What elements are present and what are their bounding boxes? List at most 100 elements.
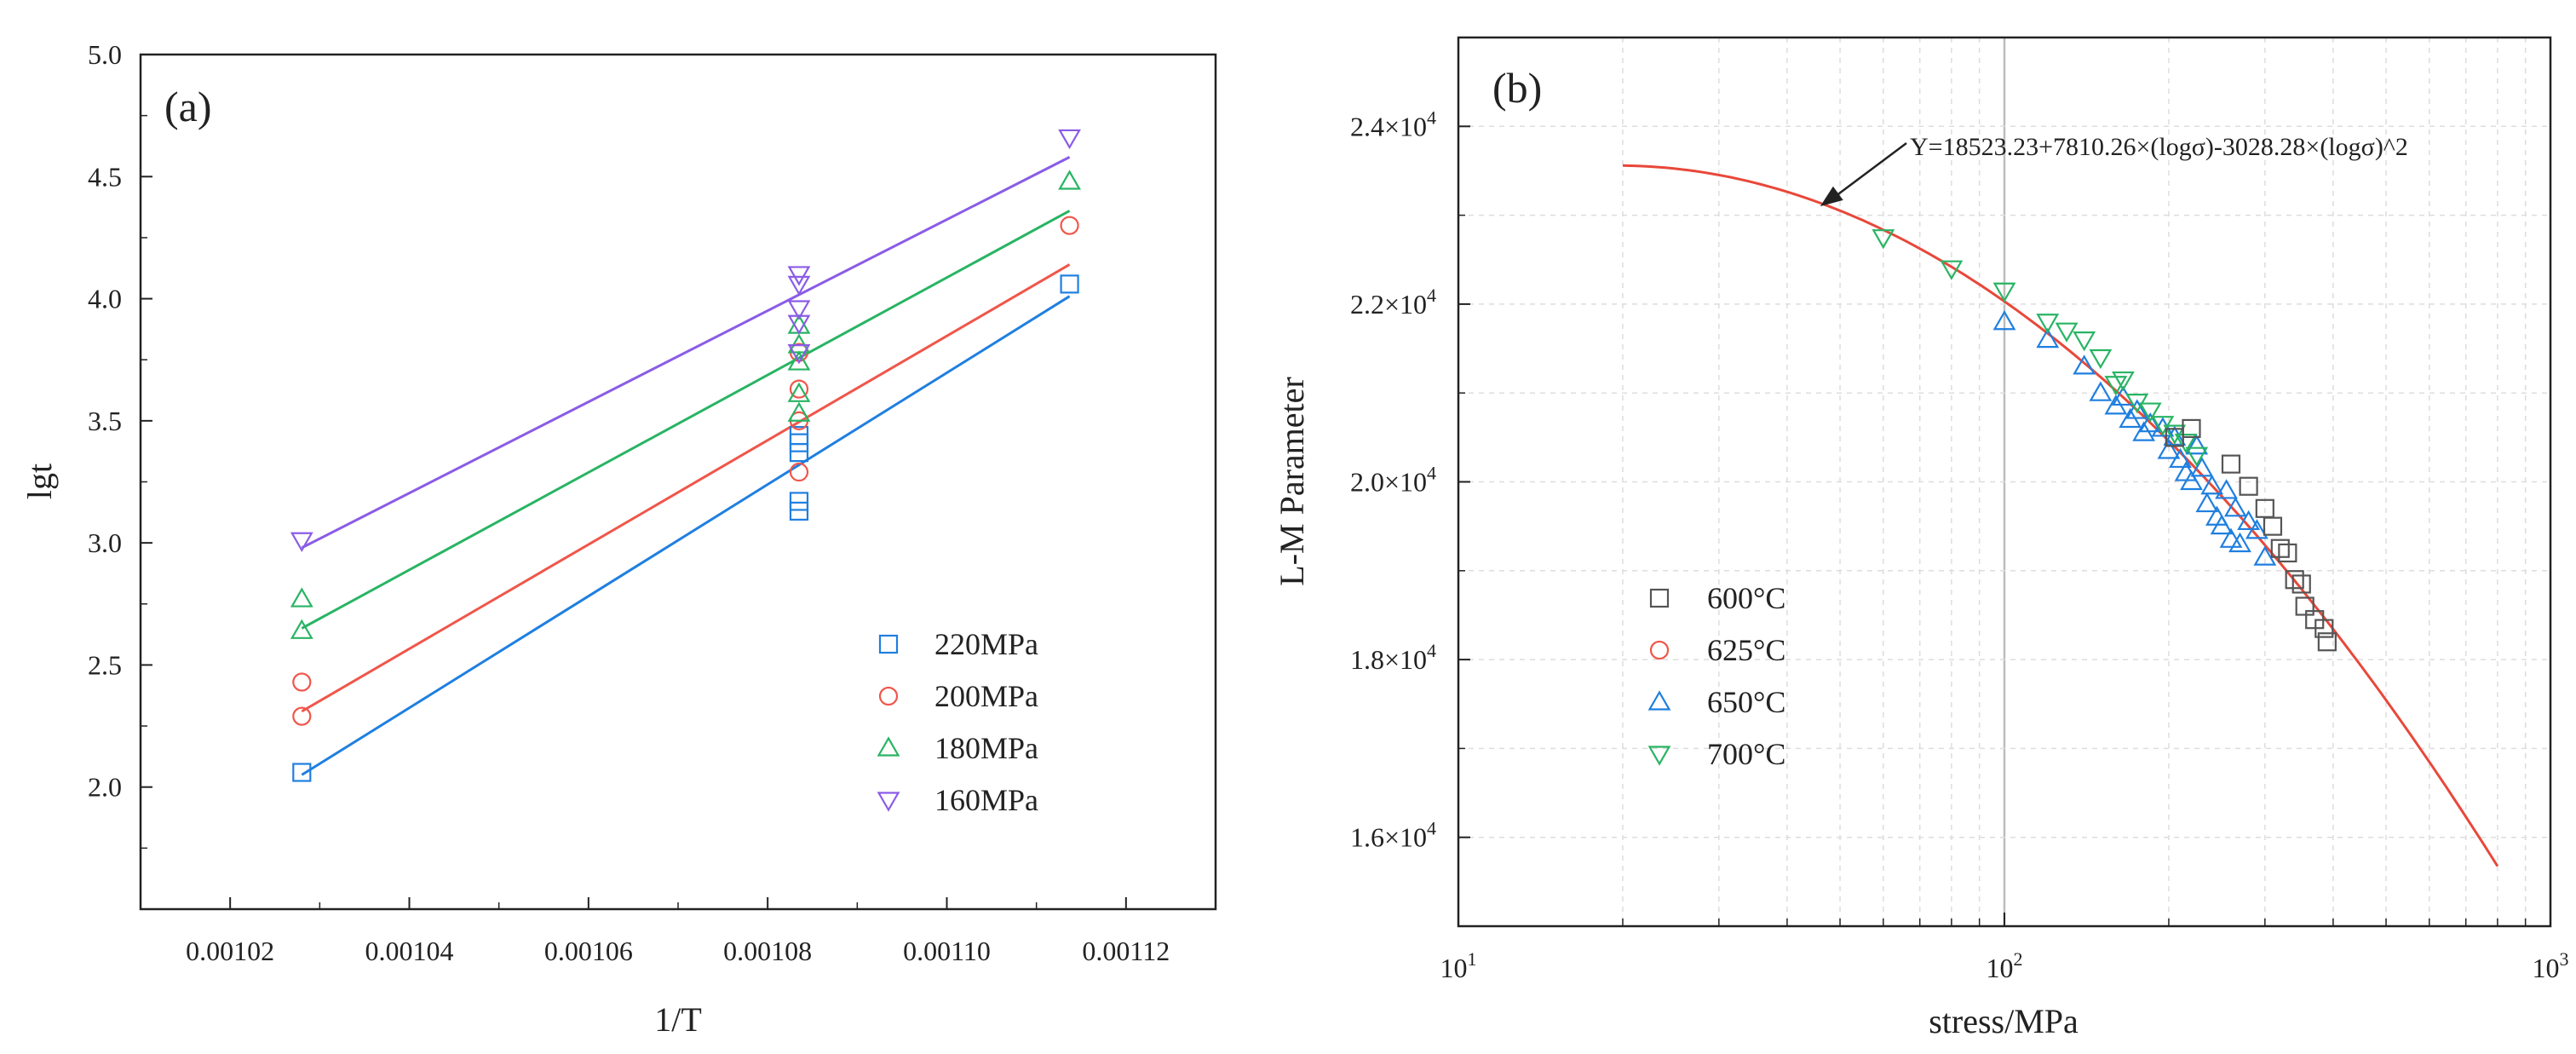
point-180MPa: [787, 350, 811, 371]
point-600°C: [2239, 476, 2258, 496]
point-160MPa: [787, 344, 811, 365]
point-650°C: [2253, 545, 2277, 566]
point-600°C: [2295, 596, 2314, 616]
point-650°C: [2245, 519, 2268, 539]
point-650°C: [2125, 399, 2149, 419]
point-180MPa: [787, 382, 811, 402]
panel-b: 101 102 103 1.6×104 1.8×104 2.0×104 2.2×104 2.…: [1273, 36, 2569, 1040]
legend-marker-600°C: [1649, 588, 1670, 608]
equation-annotation: Y=18523.23+7810.26×(logσ)-3028.28×(logσ)…: [1910, 133, 2408, 161]
legend-label-180MPa: 180MPa: [934, 731, 1038, 765]
fit-lines-a: [301, 156, 1071, 776]
point-220MPa: [789, 492, 809, 511]
point-180MPa: [290, 619, 313, 639]
legend-label-625°C: 625°C: [1707, 633, 1785, 667]
fit-line-220MPa: [301, 295, 1071, 776]
point-220MPa: [789, 501, 809, 521]
point-650°C: [2190, 457, 2214, 477]
legend-label-650°C: 650°C: [1707, 685, 1785, 719]
x-tick-label-a: 0.00102: [186, 936, 274, 966]
x-tick-label-b: 101: [1440, 948, 1477, 983]
point-700°C: [2185, 446, 2209, 467]
y-tick-label-b: 1.8×104: [1350, 640, 1436, 675]
y-tick-label-a: 3.0: [88, 527, 122, 558]
point-650°C: [2228, 532, 2251, 553]
point-220MPa: [789, 425, 809, 446]
point-160MPa: [787, 266, 811, 286]
point-160MPa: [1058, 129, 1081, 150]
point-650°C: [2195, 492, 2219, 513]
point-600°C: [2314, 619, 2334, 638]
y-tick-label-b: 2.2×104: [1350, 285, 1436, 320]
point-700°C: [2174, 433, 2198, 454]
x-tick-label-b: 102: [1987, 948, 2023, 983]
x-tick-label-a: 0.00112: [1082, 936, 1170, 966]
point-200MPa: [789, 462, 809, 482]
legend-marker-220MPa: [878, 634, 899, 654]
y-tick-label-b: 2.4×104: [1350, 107, 1436, 141]
x-tick-labels-b: 101 102 103: [1440, 948, 2569, 983]
point-180MPa: [787, 401, 811, 422]
annotation-arrowhead: [1820, 186, 1843, 207]
fit-line-180MPa: [301, 210, 1071, 630]
point-160MPa: [787, 314, 811, 335]
point-700°C: [1872, 229, 1895, 250]
point-600°C: [2291, 574, 2311, 594]
legend-marker-650°C: [1647, 690, 1671, 711]
legend-label-600°C: 600°C: [1707, 581, 1785, 615]
point-200MPa: [292, 706, 312, 726]
legend-b: 600°C 625°C 650°C 700°C: [1647, 581, 1785, 771]
y-axis-label-a: lgt: [20, 464, 59, 499]
tick-marks-b: [1458, 37, 2551, 927]
point-650°C: [2089, 381, 2113, 401]
point-650°C: [2237, 510, 2261, 531]
point-700°C: [2073, 331, 2096, 352]
y-tick-label-a: 4.0: [88, 284, 122, 314]
y-tick-label-a: 2.0: [88, 772, 122, 803]
data-points-b: [1872, 229, 2337, 652]
legend-label-220MPa: 220MPa: [934, 627, 1038, 661]
data-points-a: [290, 129, 1081, 782]
point-600°C: [2263, 516, 2283, 536]
point-650°C: [2180, 469, 2203, 491]
x-axis-label-b: stress/MPa: [1929, 1002, 2079, 1040]
point-700°C: [2112, 371, 2135, 392]
legend-a: 220MPa 200MPa 180MPa 160MPa: [877, 627, 1038, 817]
y-tick-labels-a: 2.0 2.5 3.0 3.5 4.0 4.5 5.0: [88, 39, 122, 803]
point-650°C: [2151, 417, 2175, 437]
legend-marker-625°C: [1649, 640, 1670, 660]
x-tick-label-a: 0.00110: [903, 936, 991, 966]
fit-line-200MPa: [301, 263, 1071, 713]
x-tick-labels-a: 0.00102 0.00104 0.00106 0.00108 0.00110 0.001…: [186, 936, 1170, 966]
point-700°C: [2036, 314, 2060, 334]
point-200MPa: [1060, 216, 1079, 235]
y-tick-label-b: 1.6×104: [1350, 818, 1436, 853]
x-tick-label-a: 0.00104: [365, 936, 454, 966]
point-600°C: [2182, 418, 2201, 439]
point-160MPa: [787, 275, 811, 297]
legend-marker-200MPa: [878, 686, 899, 706]
legend-label-700°C: 700°C: [1707, 737, 1785, 771]
point-160MPa: [787, 300, 811, 320]
y-tick-label-b: 2.0×104: [1350, 463, 1436, 498]
y-tick-label-a: 2.5: [88, 649, 122, 680]
panel-label-a: (a): [164, 83, 212, 130]
tick-marks-a: [140, 54, 1216, 909]
point-600°C: [2270, 539, 2290, 558]
point-220MPa: [789, 443, 809, 463]
point-220MPa: [1060, 274, 1079, 294]
point-650°C: [2073, 354, 2096, 375]
legend-label-200MPa: 200MPa: [934, 679, 1038, 713]
point-160MPa: [290, 532, 313, 552]
point-600°C: [2285, 570, 2304, 590]
legend-marker-700°C: [1647, 746, 1671, 766]
point-650°C: [2036, 327, 2060, 348]
legend-marker-180MPa: [877, 736, 900, 757]
point-700°C: [1992, 282, 2016, 302]
point-650°C: [2138, 412, 2162, 433]
y-axis-label-b: L-M Parameter: [1273, 377, 1311, 585]
point-600°C: [2221, 454, 2241, 474]
point-180MPa: [1058, 170, 1081, 190]
point-180MPa: [290, 587, 313, 608]
point-220MPa: [292, 763, 312, 782]
